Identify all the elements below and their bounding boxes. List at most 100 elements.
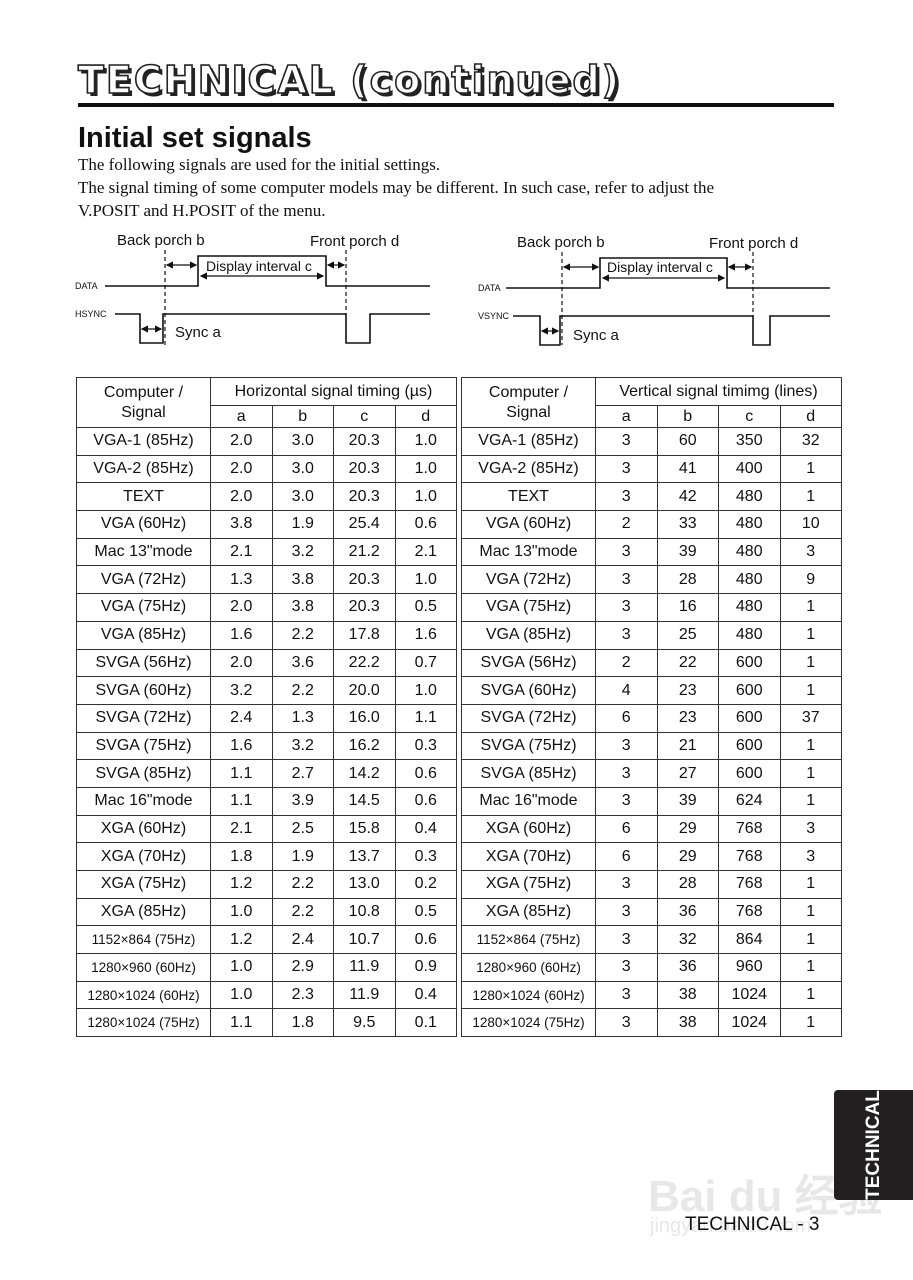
timing-value-cell-b: 2.4 — [271, 925, 334, 955]
timing-value-cell-d: 3 — [779, 814, 842, 844]
signal-name-cell: VGA-2 (85Hz) — [461, 454, 596, 484]
timing-value-cell-c: 25.4 — [333, 510, 396, 539]
timing-value-cell-d: 1.0 — [394, 565, 457, 595]
table-row: 1152×864 (75Hz) 1.2 2.4 10.7 0.6 — [76, 925, 457, 955]
signal-name-cell: XGA (60Hz) — [76, 814, 211, 844]
signal-name-cell: VGA (72Hz) — [461, 565, 596, 595]
timing-value-cell-c: 13.0 — [333, 870, 396, 899]
timing-value-cell-c: 768 — [718, 842, 781, 871]
back-porch-label: Back porch b — [517, 234, 605, 251]
timing-value-cell-b: 21 — [656, 731, 719, 761]
timing-value-cell-a: 1.6 — [210, 620, 273, 650]
timing-value-cell-b: 3.0 — [271, 427, 334, 456]
timing-value-cell-c: 20.3 — [333, 482, 396, 512]
table-row: SVGA (72Hz) 6 23 600 37 — [461, 703, 842, 733]
col-header-d: d — [779, 405, 842, 428]
timing-value-cell-d: 1.0 — [394, 676, 457, 705]
timing-value-cell-b: 2.5 — [271, 814, 334, 844]
col-header-signal: Computer / Signal — [76, 377, 211, 428]
timing-value-cell-c: 9.5 — [333, 1008, 396, 1038]
signal-name-cell: TEXT — [76, 482, 211, 512]
signal-name-cell: 1280×1024 (60Hz) — [461, 980, 596, 1010]
table-row: SVGA (60Hz) 4 23 600 1 — [461, 676, 842, 705]
timing-value-cell-d: 1.0 — [394, 427, 457, 456]
signal-name-cell: 1152×864 (75Hz) — [461, 925, 596, 955]
timing-value-cell-c: 22.2 — [333, 648, 396, 678]
timing-value-cell-c: 13.7 — [333, 842, 396, 871]
sync-label: Sync a — [573, 327, 620, 344]
signal-name-cell: SVGA (60Hz) — [461, 676, 596, 705]
timing-value-cell-d: 0.5 — [394, 593, 457, 622]
timing-value-cell-a: 2.0 — [210, 427, 273, 456]
timing-value-cell-a: 6 — [595, 703, 658, 733]
signal-name-cell: Mac 16"mode — [76, 786, 211, 816]
timing-value-cell-b: 1.9 — [271, 510, 334, 539]
timing-value-cell-c: 20.3 — [333, 565, 396, 595]
timing-value-cell-d: 1 — [779, 897, 842, 927]
timing-value-cell-b: 29 — [656, 814, 719, 844]
timing-value-cell-c: 17.8 — [333, 620, 396, 650]
timing-value-cell-a: 2.0 — [210, 648, 273, 678]
timing-value-cell-d: 9 — [779, 565, 842, 595]
vertical-timing-table: Computer / Signal Vertical signal timimg… — [461, 377, 842, 1038]
signal-name-cell: VGA (85Hz) — [76, 620, 211, 650]
timing-value-cell-d: 1 — [779, 482, 842, 512]
front-porch-label: Front porch d — [709, 235, 798, 252]
timing-value-cell-b: 2.2 — [271, 870, 334, 899]
timing-value-cell-c: 600 — [718, 759, 781, 788]
timing-value-cell-b: 16 — [656, 593, 719, 622]
timing-value-cell-c: 20.3 — [333, 427, 396, 456]
table-row: 1280×960 (60Hz) 1.0 2.9 11.9 0.9 — [76, 953, 457, 982]
timing-value-cell-d: 1.0 — [394, 482, 457, 512]
vsync-signal-label: VSYNC — [478, 311, 510, 321]
front-porch-label: Front porch d — [310, 233, 399, 250]
timing-value-cell-d: 10 — [779, 510, 842, 539]
table-row: 1280×1024 (60Hz) 1.0 2.3 11.9 0.4 — [76, 980, 457, 1010]
table-row: VGA (72Hz) 1.3 3.8 20.3 1.0 — [76, 565, 457, 595]
signal-name-cell: VGA-1 (85Hz) — [76, 427, 211, 456]
timing-value-cell-b: 1.8 — [271, 1008, 334, 1038]
table-row: SVGA (85Hz) 1.1 2.7 14.2 0.6 — [76, 759, 457, 788]
timing-value-cell-c: 600 — [718, 676, 781, 705]
signal-name-cell: Mac 13"mode — [461, 537, 596, 567]
horizontal-timing-table: Computer / Signal Horizontal signal timi… — [76, 377, 457, 1038]
timing-value-cell-d: 1.0 — [394, 454, 457, 484]
table-row: SVGA (75Hz) 1.6 3.2 16.2 0.3 — [76, 731, 457, 761]
timing-value-cell-a: 1.0 — [210, 980, 273, 1010]
table-row: SVGA (60Hz) 3.2 2.2 20.0 1.0 — [76, 676, 457, 705]
table-row: XGA (60Hz) 2.1 2.5 15.8 0.4 — [76, 814, 457, 844]
table-row: XGA (60Hz) 6 29 768 3 — [461, 814, 842, 844]
timing-value-cell-d: 0.5 — [394, 897, 457, 927]
timing-value-cell-a: 2.0 — [210, 454, 273, 484]
timing-value-cell-d: 2.1 — [394, 537, 457, 567]
timing-value-cell-b: 22 — [656, 648, 719, 678]
timing-value-cell-c: 624 — [718, 786, 781, 816]
timing-value-cell-a: 3 — [595, 953, 658, 982]
timing-value-cell-c: 768 — [718, 897, 781, 927]
timing-value-cell-a: 1.1 — [210, 786, 273, 816]
timing-value-cell-c: 1024 — [718, 1008, 781, 1038]
timing-value-cell-b: 2.9 — [271, 953, 334, 982]
timing-value-cell-d: 1 — [779, 731, 842, 761]
table-title: Vertical signal timimg (lines) — [595, 377, 842, 406]
signal-name-cell: XGA (75Hz) — [461, 870, 596, 899]
timing-value-cell-b: 23 — [656, 676, 719, 705]
timing-value-cell-a: 3 — [595, 925, 658, 955]
signal-name-cell: VGA (75Hz) — [461, 593, 596, 622]
timing-value-cell-c: 1024 — [718, 980, 781, 1010]
timing-value-cell-a: 3 — [595, 537, 658, 567]
signal-name-cell: SVGA (72Hz) — [76, 703, 211, 733]
timing-value-cell-a: 2.0 — [210, 482, 273, 512]
timing-value-cell-c: 400 — [718, 454, 781, 484]
watermark-url: jingyan.baidu.com — [650, 1215, 812, 1237]
col-header-c: c — [718, 405, 781, 428]
table-row: Mac 13"mode 3 39 480 3 — [461, 537, 842, 567]
timing-value-cell-b: 60 — [656, 427, 719, 456]
timing-value-cell-b: 28 — [656, 870, 719, 899]
signal-name-cell: SVGA (75Hz) — [76, 731, 211, 761]
timing-value-cell-a: 2.4 — [210, 703, 273, 733]
timing-value-cell-c: 10.8 — [333, 897, 396, 927]
table-row: VGA (85Hz) 1.6 2.2 17.8 1.6 — [76, 620, 457, 650]
signal-name-cell: XGA (85Hz) — [461, 897, 596, 927]
page-number: TECHNICAL - 3 — [685, 1214, 820, 1235]
